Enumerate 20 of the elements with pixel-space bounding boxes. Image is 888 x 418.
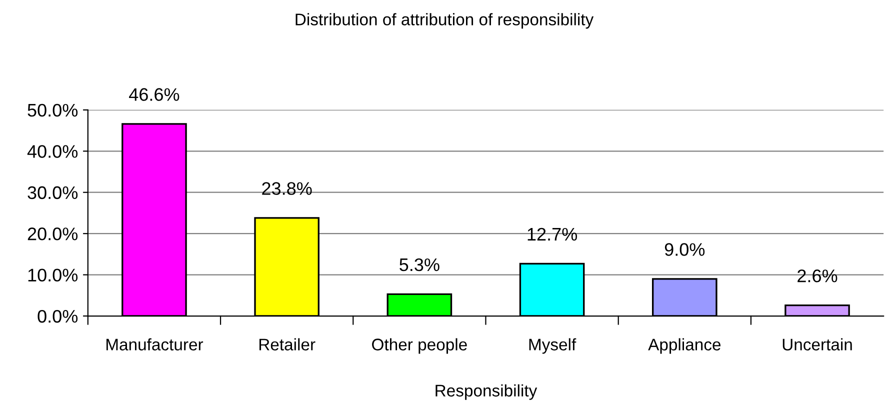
x-tick-label: Retailer xyxy=(259,338,316,350)
data-label: 5.3% xyxy=(400,258,440,272)
data-label: 12.7% xyxy=(528,228,577,241)
x-tick-label: Other people xyxy=(372,338,467,354)
y-tick-label: 30.0% xyxy=(28,186,78,200)
data-label: 9.0% xyxy=(664,243,705,256)
data-label: 46.6% xyxy=(129,88,180,101)
x-tick-label: Myself xyxy=(529,338,576,354)
y-tick-label: 10.0% xyxy=(28,268,78,282)
chart-title: Distribution of attribution of responsibility xyxy=(296,13,594,29)
data-label: 2.6% xyxy=(798,269,838,282)
x-axis-title: Responsibility xyxy=(436,384,538,400)
x-tick-label: Appliance xyxy=(648,338,721,354)
x-tick-label: Manufacturer xyxy=(106,338,204,350)
x-tick-label: Uncertain xyxy=(782,338,852,350)
data-label: 23.8% xyxy=(262,182,312,195)
y-tick-label: 50.0% xyxy=(28,104,78,117)
y-tick-label: 0.0% xyxy=(38,310,78,323)
y-tick-label: 20.0% xyxy=(28,228,78,240)
y-tick-label: 40.0% xyxy=(27,145,78,158)
